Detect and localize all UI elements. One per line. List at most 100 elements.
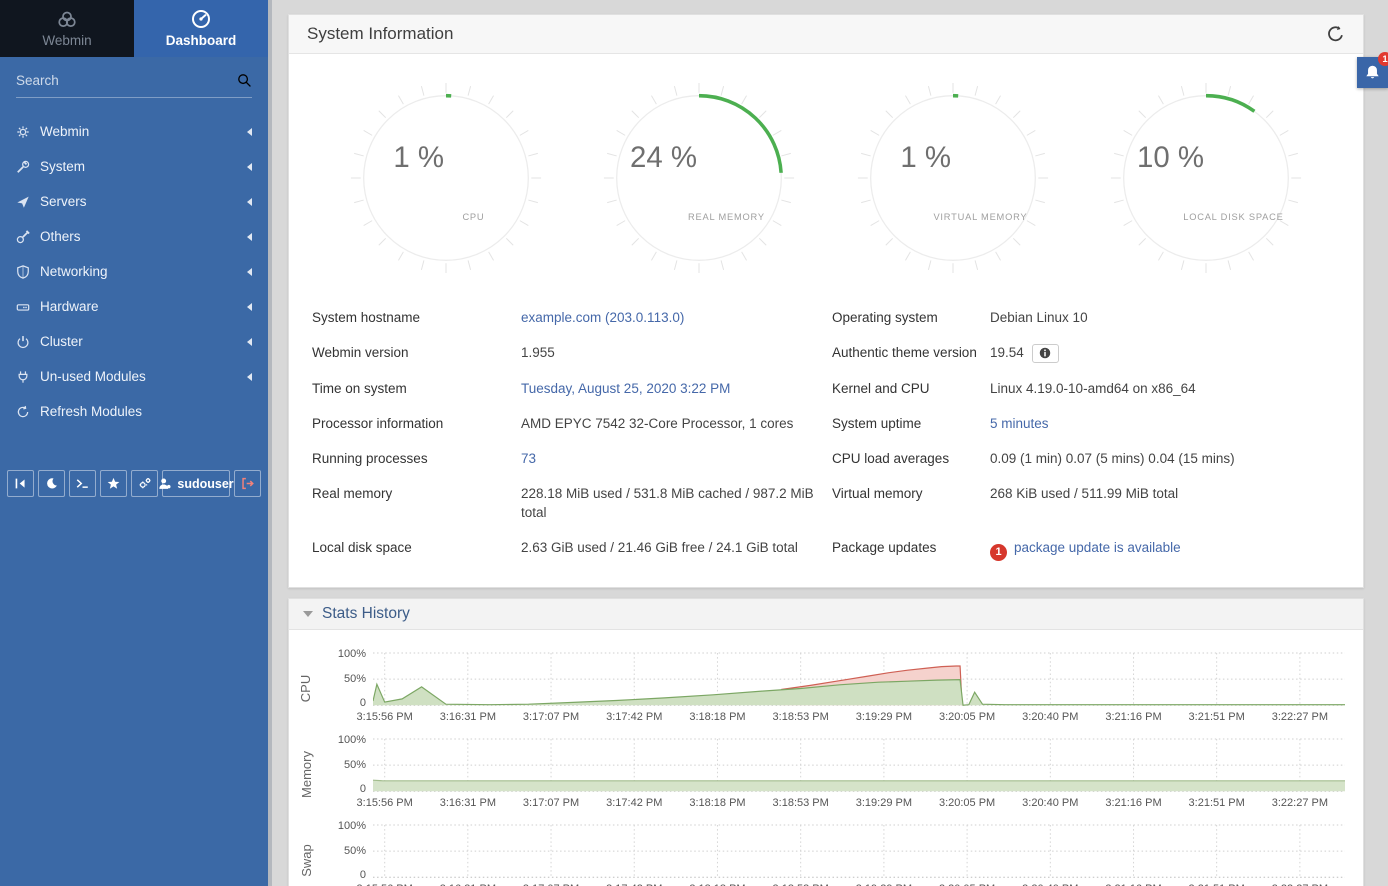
y-tick-label: 0 bbox=[359, 868, 366, 881]
sidebar-item-cluster[interactable]: Cluster bbox=[0, 324, 268, 359]
x-tick-label: 3:16:31 PM bbox=[440, 883, 496, 886]
info-label: Local disk space bbox=[312, 539, 412, 555]
info-value-cpu-load-averages: 0.09 (1 min) 0.07 (5 mins) 0.04 (15 mins… bbox=[990, 450, 1235, 466]
info-value-processor-information: AMD EPYC 7542 32-Core Processor, 1 cores bbox=[521, 415, 794, 431]
search-icon bbox=[237, 73, 252, 88]
x-tick-label: 3:18:53 PM bbox=[772, 796, 829, 809]
sidebar-item-label: Servers bbox=[40, 194, 87, 209]
gauges-row: 1 % CPU 24 % REAL MEMORY 1 % VIRTUAL MEM… bbox=[289, 54, 1363, 276]
notifications-button[interactable]: 1 bbox=[1357, 52, 1388, 88]
x-tick-label: 3:20:40 PM bbox=[1022, 710, 1079, 723]
star-icon bbox=[107, 477, 120, 490]
gauge-label: LOCAL DISK SPACE bbox=[1183, 212, 1283, 222]
search-input[interactable] bbox=[16, 73, 237, 88]
chevron-left-icon bbox=[247, 337, 252, 346]
info-label: Kernel and CPU bbox=[832, 380, 930, 396]
username-label: sudouser bbox=[177, 476, 234, 491]
chart-plot bbox=[373, 824, 1345, 878]
collapse-sidebar-button[interactable] bbox=[7, 470, 34, 497]
theme-settings-button[interactable] bbox=[131, 470, 158, 497]
terminal-button[interactable] bbox=[69, 470, 96, 497]
chart-cpu: CPU 100% 50% 0 3:15:56 PM 3:16:31 PM 3:17:07… bbox=[289, 648, 1345, 725]
logout-icon bbox=[241, 477, 254, 490]
info-value-system-uptime[interactable]: 5 minutes bbox=[990, 415, 1049, 431]
sidebar-item-webmin[interactable]: Webmin bbox=[0, 114, 268, 149]
info-label: Package updates bbox=[832, 539, 937, 555]
sidebar-item-servers[interactable]: Servers bbox=[0, 184, 268, 219]
hdd-icon bbox=[16, 300, 40, 314]
sidebar-item-networking[interactable]: Networking bbox=[0, 254, 268, 289]
system-info-table: System hostname example.com (203.0.113.0)… bbox=[289, 276, 1363, 587]
info-value-time-on-system[interactable]: Tuesday, August 25, 2020 3:22 PM bbox=[521, 380, 731, 396]
page-title: System Information bbox=[307, 24, 454, 43]
sidebar-item-hardware[interactable]: Hardware bbox=[0, 289, 268, 324]
user-button[interactable]: sudouser bbox=[159, 470, 234, 497]
info-value-kernel-and-cpu: Linux 4.19.0-10-amd64 on x86_64 bbox=[990, 380, 1196, 396]
info-label: Processor information bbox=[312, 415, 444, 431]
gauge-cpu: 1 % CPU bbox=[350, 82, 541, 274]
sidebar-item-refresh-modules[interactable]: Refresh Modules bbox=[0, 394, 268, 429]
x-tick-label: 3:21:16 PM bbox=[1105, 796, 1162, 809]
info-value-running-processes[interactable]: 73 bbox=[521, 450, 537, 466]
night-mode-button[interactable] bbox=[38, 470, 65, 497]
gauge-percent: 24 % bbox=[630, 141, 697, 174]
info-label: Webmin version bbox=[312, 345, 409, 360]
x-tick-label: 3:20:40 PM bbox=[1022, 883, 1078, 886]
refresh-button[interactable] bbox=[1326, 25, 1345, 44]
power-icon bbox=[16, 335, 40, 349]
info-value-virtual-memory: 268 KiB used / 511.99 MiB total bbox=[990, 485, 1179, 501]
x-tick-label: 3:16:31 PM bbox=[439, 710, 496, 723]
sidebar-item-label: Un-used Modules bbox=[40, 369, 146, 384]
moon-icon bbox=[45, 477, 58, 490]
sidebar-item-un-used-modules[interactable]: Un-used Modules bbox=[0, 359, 268, 394]
x-tick-label: 3:17:07 PM bbox=[522, 796, 580, 809]
chart-swap: Swap 100% 50% 0 3:15:56 PM 3:16:31 PM 3:17:0… bbox=[289, 820, 1345, 886]
chevron-left-icon bbox=[247, 162, 252, 171]
sidebar-item-system[interactable]: System bbox=[0, 149, 268, 184]
chart-axis-title: Memory bbox=[298, 750, 314, 798]
x-tick-label: 3:15:56 PM bbox=[357, 883, 413, 886]
x-tick-label: 3:20:05 PM bbox=[938, 710, 996, 723]
x-tick-label: 3:20:40 PM bbox=[1022, 796, 1079, 809]
logout-button[interactable] bbox=[234, 470, 261, 497]
x-tick-label: 3:22:27 PM bbox=[1271, 710, 1329, 723]
x-tick-label: 3:22:27 PM bbox=[1271, 796, 1329, 809]
favorites-button[interactable] bbox=[100, 470, 127, 497]
x-tick-label: 3:21:51 PM bbox=[1189, 883, 1245, 886]
x-tick-label: 3:17:07 PM bbox=[523, 883, 579, 886]
x-tick-label: 3:21:51 PM bbox=[1188, 710, 1245, 723]
sidebar-item-label: Cluster bbox=[40, 334, 83, 349]
info-value-real-memory: 228.18 MiB used / 531.8 MiB cached / 987… bbox=[521, 485, 814, 520]
x-tick-label: 3:18:18 PM bbox=[689, 796, 746, 809]
sidebar-item-others[interactable]: Others bbox=[0, 219, 268, 254]
stats-history-header[interactable]: Stats History bbox=[289, 598, 1363, 630]
x-tick-label: 3:17:42 PM bbox=[606, 883, 662, 886]
sidebar-tabs: Webmin Dashboard bbox=[0, 0, 268, 57]
series-memory-used bbox=[373, 780, 1345, 792]
tab-dashboard[interactable]: Dashboard bbox=[134, 0, 268, 57]
tab-webmin[interactable]: Webmin bbox=[0, 0, 134, 57]
chart-memory: Memory 100% 50% 0 3:15:56 PM 3:16:31 PM 3:17… bbox=[289, 734, 1345, 811]
chart-plot bbox=[373, 738, 1345, 792]
x-tick-label: 3:21:16 PM bbox=[1105, 883, 1161, 886]
y-tick-label: 50% bbox=[343, 672, 366, 685]
gauge-virtual-memory: 1 % VIRTUAL MEMORY bbox=[857, 82, 1048, 274]
info-label: Running processes bbox=[312, 450, 428, 466]
x-tick-label: 3:17:42 PM bbox=[606, 796, 663, 809]
chevron-left-icon bbox=[247, 197, 252, 206]
info-value-system-hostname[interactable]: example.com (203.0.113.0) bbox=[521, 310, 685, 325]
chevron-left-icon bbox=[247, 232, 252, 241]
sidebar-item-label: Others bbox=[40, 229, 81, 244]
gauge-local-disk-space: 10 % LOCAL DISK SPACE bbox=[1111, 82, 1302, 274]
sidebar-item-label: Webmin bbox=[40, 124, 90, 139]
y-tick-label: 0 bbox=[359, 782, 366, 795]
shield-icon bbox=[16, 264, 40, 279]
x-tick-label: 3:17:42 PM bbox=[606, 710, 663, 723]
theme-info-button[interactable] bbox=[1031, 343, 1059, 363]
x-tick-label: 3:15:56 PM bbox=[356, 710, 413, 723]
chart-axis-title: CPU bbox=[298, 674, 314, 703]
user-icon bbox=[158, 477, 172, 491]
x-tick-label: 3:21:16 PM bbox=[1105, 710, 1162, 723]
bell-icon bbox=[1364, 64, 1381, 81]
info-value-package-updates[interactable]: 1 package update is available bbox=[990, 530, 1340, 569]
